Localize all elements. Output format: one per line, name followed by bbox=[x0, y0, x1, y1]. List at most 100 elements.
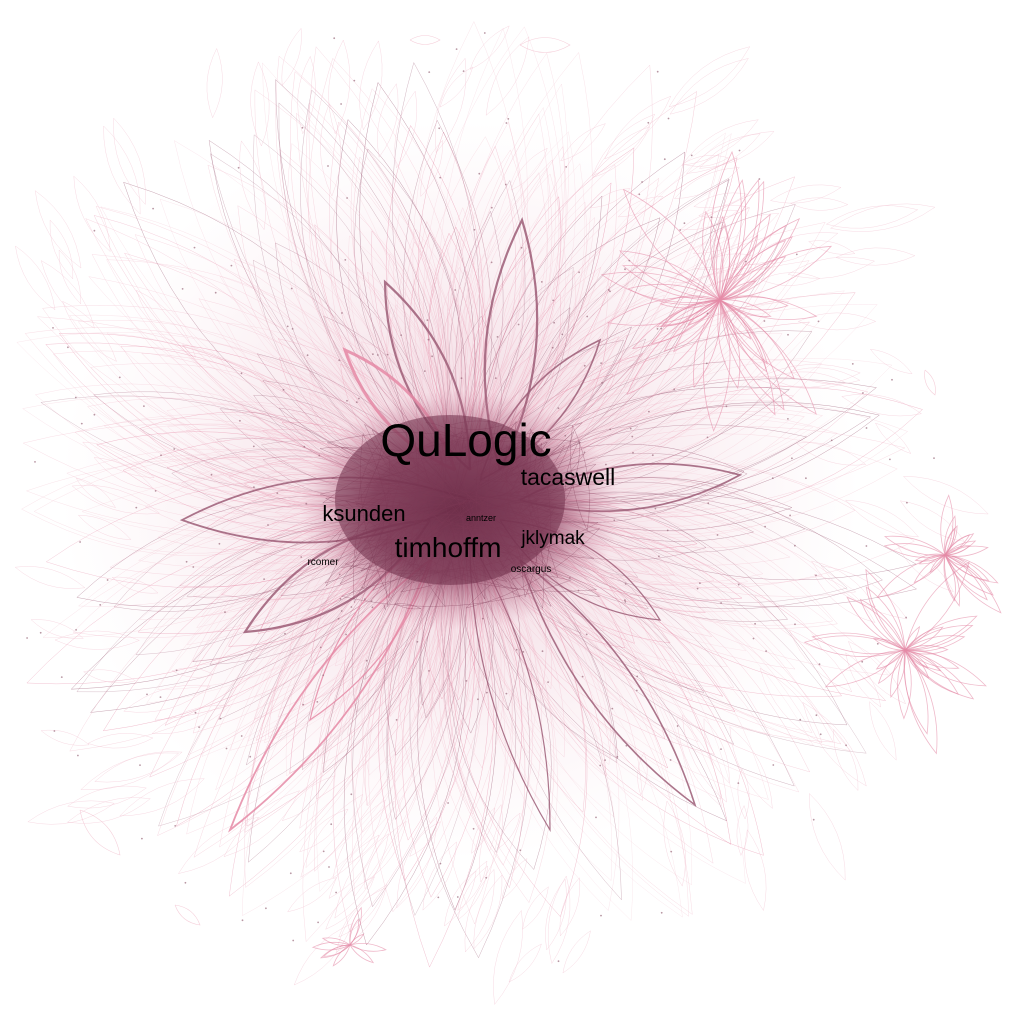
network-node bbox=[865, 545, 868, 547]
network-edge bbox=[123, 181, 431, 484]
network-edge bbox=[320, 103, 341, 197]
network-node bbox=[552, 299, 555, 302]
network-node bbox=[67, 346, 69, 349]
network-edge bbox=[45, 342, 408, 499]
network-node bbox=[460, 377, 463, 380]
network-edge bbox=[510, 132, 732, 473]
network-edge-core bbox=[570, 425, 590, 532]
network-node bbox=[632, 451, 634, 454]
network-node bbox=[485, 876, 488, 879]
network-node bbox=[805, 477, 807, 480]
network-edge bbox=[489, 399, 909, 528]
network-node bbox=[219, 717, 222, 720]
network-edge bbox=[93, 215, 394, 467]
network-node bbox=[696, 587, 699, 590]
network-edge bbox=[392, 61, 480, 447]
network-node bbox=[74, 396, 77, 399]
network-edge bbox=[820, 565, 908, 620]
network-edge-core bbox=[506, 505, 557, 551]
network-node bbox=[99, 604, 102, 606]
network-edge bbox=[900, 500, 965, 542]
network-edge bbox=[186, 550, 419, 835]
network-edge bbox=[14, 566, 86, 589]
network-edge bbox=[58, 249, 81, 304]
network-node bbox=[600, 914, 602, 917]
network-node bbox=[376, 354, 379, 356]
network-edge bbox=[592, 113, 656, 176]
network-edge bbox=[481, 492, 918, 608]
network-node bbox=[799, 718, 802, 721]
network-node bbox=[758, 178, 761, 180]
network-edge bbox=[95, 205, 436, 500]
network-edge bbox=[560, 123, 606, 162]
network-node bbox=[608, 289, 610, 291]
network-edge bbox=[504, 265, 771, 477]
network-edge bbox=[504, 153, 720, 452]
network-edge bbox=[492, 290, 845, 489]
network-edge bbox=[590, 188, 631, 208]
network-edge bbox=[443, 550, 517, 854]
network-node bbox=[551, 346, 554, 349]
network-edge bbox=[437, 27, 528, 472]
network-node bbox=[540, 281, 543, 283]
cluster-edge-upper-right bbox=[719, 299, 776, 416]
network-node bbox=[146, 693, 148, 696]
node-label-anntzer: anntzer bbox=[466, 513, 496, 523]
network-edge bbox=[308, 57, 462, 500]
network-edge bbox=[428, 232, 480, 444]
network-edge-core bbox=[462, 490, 515, 520]
network-edge bbox=[477, 157, 738, 475]
network-edge bbox=[484, 555, 672, 799]
network-edge bbox=[470, 83, 569, 485]
network-edge bbox=[289, 71, 450, 468]
network-edge-core bbox=[433, 440, 530, 466]
network-node bbox=[891, 378, 893, 381]
network-edge bbox=[423, 26, 563, 487]
network-node bbox=[845, 744, 847, 747]
network-edge bbox=[471, 807, 496, 854]
network-edge bbox=[40, 395, 388, 492]
network-node bbox=[624, 583, 627, 585]
network-node bbox=[667, 117, 670, 120]
network-edge bbox=[663, 800, 686, 887]
network-node bbox=[239, 419, 241, 422]
cluster-edge-right bbox=[944, 554, 994, 596]
network-edge-strong bbox=[519, 559, 697, 808]
network-node bbox=[541, 650, 544, 653]
network-edge bbox=[473, 874, 503, 950]
cluster-edge-upper-right bbox=[702, 210, 724, 301]
network-node bbox=[771, 477, 774, 480]
network-edge bbox=[508, 501, 848, 726]
network-edge bbox=[219, 275, 443, 454]
network-node bbox=[139, 764, 141, 766]
network-edge bbox=[485, 36, 530, 116]
network-edge bbox=[510, 506, 887, 701]
network-edge-core bbox=[513, 444, 565, 503]
network-edge bbox=[479, 804, 503, 883]
network-edge-core bbox=[393, 603, 422, 610]
network-edge bbox=[349, 800, 395, 864]
network-node bbox=[93, 229, 96, 232]
network-node bbox=[428, 670, 430, 672]
network-node bbox=[159, 696, 162, 698]
network-node bbox=[431, 355, 433, 358]
network-node bbox=[651, 454, 654, 457]
network-edge bbox=[604, 95, 672, 160]
network-node bbox=[490, 261, 493, 264]
network-edge bbox=[33, 458, 375, 554]
network-edge-core bbox=[564, 440, 580, 502]
network-edge bbox=[335, 884, 388, 953]
network-edge bbox=[482, 553, 622, 901]
network-edge bbox=[759, 668, 823, 744]
network-node bbox=[333, 37, 336, 40]
cluster-edge-right bbox=[944, 554, 961, 607]
network-node bbox=[862, 392, 864, 394]
network-node bbox=[624, 268, 626, 271]
network-edge bbox=[352, 156, 446, 443]
network-edge-core bbox=[335, 486, 392, 543]
network-node bbox=[316, 701, 319, 703]
network-edge bbox=[534, 386, 923, 518]
network-edge bbox=[789, 629, 853, 693]
network-edge-core bbox=[455, 523, 482, 531]
